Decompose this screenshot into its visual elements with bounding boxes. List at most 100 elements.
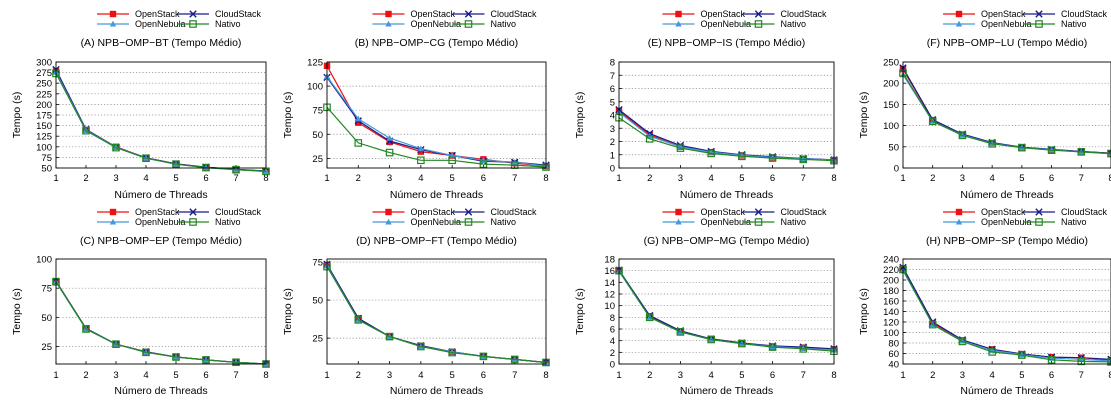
legend-marker-opennebula bbox=[109, 20, 117, 27]
y-axis-label: Tempo (s) bbox=[858, 92, 870, 139]
data-point-opennebula bbox=[417, 145, 425, 152]
legend-marker-nativo bbox=[1035, 218, 1043, 226]
x-tick-label: 4 bbox=[989, 370, 994, 381]
y-tick-label: 6 bbox=[610, 84, 615, 95]
y-tick-label: 5 bbox=[610, 97, 615, 108]
x-tick-label: 2 bbox=[83, 370, 88, 381]
legend-label-openstack: OpenStack bbox=[135, 9, 180, 19]
x-tick-label: 1 bbox=[616, 173, 621, 184]
data-point-nativo bbox=[1107, 149, 1111, 158]
x-tick-label: 4 bbox=[143, 370, 148, 381]
data-point-nativo bbox=[82, 126, 90, 135]
y-tick-label: 75 bbox=[41, 284, 52, 295]
series-opennebula bbox=[899, 71, 1111, 157]
data-point-nativo bbox=[988, 348, 996, 356]
legend-marker-openstack bbox=[109, 10, 117, 18]
data-point-nativo bbox=[928, 320, 937, 329]
x-tick-label: 1 bbox=[900, 173, 905, 184]
legend-label-nativo: Nativo bbox=[215, 19, 241, 29]
x-tick-label: 2 bbox=[356, 370, 361, 381]
series-cloudstack bbox=[615, 266, 838, 353]
legend-marker-opennebula bbox=[955, 218, 963, 225]
series-opennebula bbox=[52, 68, 270, 174]
data-point-nativo bbox=[232, 165, 240, 174]
legend-marker-cloudstack bbox=[1035, 208, 1043, 216]
x-tick-label: 7 bbox=[512, 370, 517, 381]
x-tick-label: 3 bbox=[960, 370, 965, 381]
series-nativo bbox=[323, 103, 550, 171]
y-tick-label: 2 bbox=[610, 137, 615, 148]
series-openstack bbox=[323, 62, 550, 170]
y-tick-label: 120 bbox=[883, 318, 899, 329]
legend-marker-opennebula bbox=[109, 218, 117, 225]
x-tick-label: 2 bbox=[930, 370, 935, 381]
y-tick-label: 25 bbox=[312, 154, 323, 165]
y-tick-label: 100 bbox=[36, 255, 52, 266]
plot-frame bbox=[55, 258, 267, 365]
legend-label-cloudstack: CloudStack bbox=[781, 207, 828, 217]
y-tick-label: 8 bbox=[610, 313, 615, 324]
legend-marker-nativo bbox=[464, 218, 473, 226]
legend-label-opennebula: OpenNebula bbox=[981, 217, 1032, 227]
series-line-opennebula bbox=[326, 265, 547, 364]
y-tick-label: 125 bbox=[36, 132, 52, 143]
series-opennebula bbox=[899, 267, 1111, 364]
data-point-nativo bbox=[172, 160, 180, 168]
y-tick-label: 250 bbox=[883, 58, 899, 69]
legend-label-openstack: OpenStack bbox=[981, 9, 1026, 19]
y-tick-label: 2 bbox=[610, 348, 615, 359]
x-tick-label: 8 bbox=[831, 370, 836, 381]
data-point-opennebula bbox=[1078, 356, 1085, 362]
series-line-cloudstack bbox=[55, 69, 267, 172]
x-tick-label: 4 bbox=[708, 173, 713, 184]
series-nativo bbox=[323, 262, 550, 367]
x-tick-label: 6 bbox=[1049, 173, 1054, 184]
x-tick-label: 5 bbox=[173, 173, 178, 184]
y-tick-label: 18 bbox=[604, 255, 615, 266]
chart-title: (A) NPB−OMP−BT (Tempo Médio) bbox=[81, 37, 242, 49]
y-tick-label: 7 bbox=[610, 71, 615, 82]
series-line-nativo bbox=[902, 72, 1111, 155]
y-tick-label: 4 bbox=[610, 336, 615, 347]
y-tick-label: 200 bbox=[883, 79, 899, 90]
series-line-nativo bbox=[326, 266, 547, 364]
x-tick-label: 4 bbox=[418, 370, 423, 381]
data-point-nativo bbox=[172, 353, 180, 361]
y-tick-label: 175 bbox=[36, 111, 52, 122]
x-axis-label: Número de Threads bbox=[390, 189, 483, 201]
x-tick-label: 4 bbox=[418, 173, 423, 184]
x-tick-label: 8 bbox=[1108, 370, 1111, 381]
legend-marker-openstack bbox=[955, 208, 963, 216]
series-line-opennebula bbox=[902, 74, 1111, 155]
legend-label-cloudstack: CloudStack bbox=[491, 207, 538, 217]
y-tick-label: 100 bbox=[883, 328, 899, 339]
chart-title: (G) NPB−OMP−MG (Tempo Médio) bbox=[644, 235, 810, 247]
data-point-nativo bbox=[707, 149, 715, 158]
x-tick-label: 6 bbox=[1049, 370, 1054, 381]
series-line-openstack bbox=[326, 65, 547, 167]
y-tick-label: 160 bbox=[883, 297, 899, 308]
data-point-nativo bbox=[768, 343, 777, 351]
data-point-nativo bbox=[1047, 146, 1056, 154]
legend-marker-nativo bbox=[189, 218, 197, 226]
series-line-opennebula bbox=[326, 76, 547, 167]
legend-marker-cloudstack bbox=[1035, 10, 1043, 18]
series-opennebula bbox=[52, 278, 270, 367]
legend-marker-nativo bbox=[754, 20, 763, 28]
x-tick-label: 6 bbox=[481, 370, 486, 381]
data-point-nativo bbox=[707, 335, 715, 344]
x-tick-label: 3 bbox=[387, 370, 392, 381]
x-tick-label: 5 bbox=[449, 173, 454, 184]
series-line-opennebula bbox=[618, 270, 835, 351]
data-point-nativo bbox=[479, 352, 488, 361]
y-tick-label: 150 bbox=[883, 100, 899, 111]
y-tick-label: 6 bbox=[610, 325, 615, 336]
y-tick-label: 200 bbox=[36, 100, 52, 111]
x-tick-label: 6 bbox=[203, 370, 208, 381]
y-tick-label: 150 bbox=[36, 121, 52, 132]
x-tick-label: 1 bbox=[53, 370, 58, 381]
legend-label-cloudstack: CloudStack bbox=[1061, 207, 1108, 217]
data-point-nativo bbox=[988, 140, 996, 148]
series-cloudstack bbox=[52, 277, 270, 368]
